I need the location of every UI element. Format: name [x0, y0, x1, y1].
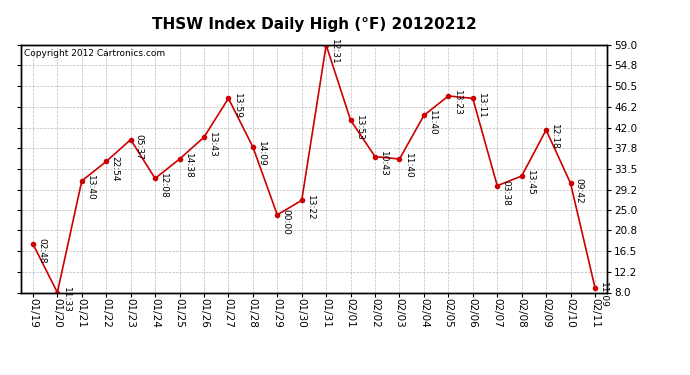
Text: 09:42: 09:42 [575, 178, 584, 203]
Text: 14:09: 14:09 [257, 141, 266, 167]
Text: 12:08: 12:08 [159, 173, 168, 199]
Text: 11:09: 11:09 [599, 282, 608, 308]
Text: 11:33: 11:33 [61, 287, 70, 313]
Text: 13:23: 13:23 [453, 90, 462, 116]
Text: 12:31: 12:31 [331, 39, 339, 65]
Text: 11:40: 11:40 [404, 153, 413, 179]
Text: 05:37: 05:37 [135, 134, 144, 160]
Text: 10:43: 10:43 [380, 151, 388, 177]
Text: 13:11: 13:11 [477, 93, 486, 119]
Text: 22:54: 22:54 [110, 156, 119, 182]
Text: 11:40: 11:40 [428, 110, 437, 135]
Text: 13:22: 13:22 [306, 195, 315, 220]
Text: THSW Index Daily High (°F) 20120212: THSW Index Daily High (°F) 20120212 [152, 17, 476, 32]
Text: 13:53: 13:53 [355, 115, 364, 141]
Text: 12:18: 12:18 [550, 124, 560, 150]
Text: 03:38: 03:38 [502, 180, 511, 206]
Text: 13:59: 13:59 [233, 93, 241, 119]
Text: Copyright 2012 Cartronics.com: Copyright 2012 Cartronics.com [23, 49, 165, 58]
Text: 02:48: 02:48 [37, 238, 46, 264]
Text: 13:45: 13:45 [526, 171, 535, 196]
Text: 14:38: 14:38 [184, 153, 193, 179]
Text: 13:43: 13:43 [208, 132, 217, 158]
Text: 00:00: 00:00 [282, 209, 290, 235]
Text: 13:40: 13:40 [86, 176, 95, 201]
